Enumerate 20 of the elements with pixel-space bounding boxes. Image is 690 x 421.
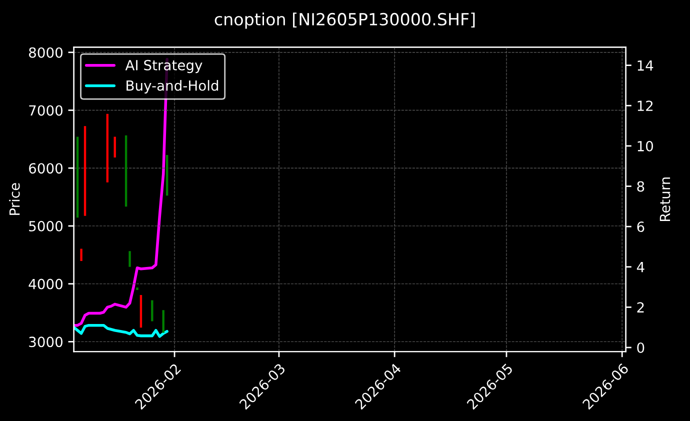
y-axis-title: Price xyxy=(9,183,20,215)
y-tick-label: 8000 xyxy=(29,47,62,58)
legend-label: AI Strategy xyxy=(125,60,202,74)
y-tick-label: 3000 xyxy=(29,336,62,348)
y2-tick-label: 14 xyxy=(638,60,654,71)
y2-tick-label: 0 xyxy=(637,342,644,353)
y2-tick-label: 12 xyxy=(638,100,653,111)
y-tick-label: 5000 xyxy=(29,220,62,232)
y2-tick-label: 10 xyxy=(638,140,653,152)
y2-tick-label: 6 xyxy=(637,222,644,232)
y2-axis-title: Return xyxy=(660,177,670,222)
y2-tick-label: 4 xyxy=(636,262,644,272)
y-tick-label: 4000 xyxy=(28,278,62,290)
legend-label: Buy-and-Hold xyxy=(126,80,218,94)
y-tick-label: 7000 xyxy=(29,105,62,116)
y-tick-label: 6000 xyxy=(29,163,62,174)
chart-title: cnoption [NI2605P130000.SHF] xyxy=(214,12,475,29)
line-series xyxy=(74,324,168,338)
y2-tick-label: 2 xyxy=(637,302,644,312)
y2-tick-label: 8 xyxy=(637,181,644,192)
